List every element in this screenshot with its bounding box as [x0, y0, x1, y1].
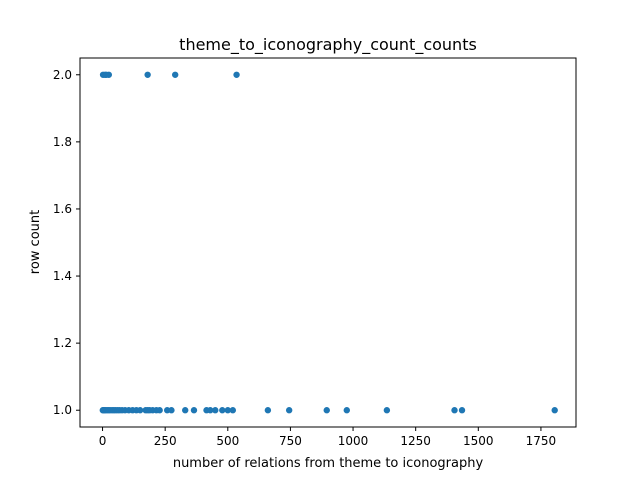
x-tick-label: 750	[279, 434, 302, 448]
y-tick-label: 1.4	[53, 269, 72, 283]
y-tick-label: 1.2	[53, 336, 72, 350]
x-axis-label: number of relations from theme to iconog…	[173, 456, 484, 471]
data-point	[323, 407, 330, 414]
data-point	[224, 407, 231, 414]
data-point	[451, 407, 458, 414]
data-point	[229, 407, 237, 414]
y-tick-label: 1.8	[53, 135, 72, 149]
y-tick-label: 1.6	[53, 202, 72, 216]
x-tick-label: 1750	[526, 434, 557, 448]
plot-frame	[79, 57, 577, 428]
x-tick-label: 250	[154, 434, 177, 448]
data-point	[343, 407, 350, 414]
data-point	[458, 407, 466, 414]
data-point	[551, 407, 558, 414]
data-point	[168, 407, 175, 414]
y-tick-label: 2.0	[53, 68, 72, 82]
data-point	[171, 71, 179, 78]
data-point	[383, 407, 391, 414]
data-point	[156, 407, 163, 414]
data-point	[212, 407, 219, 414]
data-point	[182, 407, 189, 414]
y-axis-label: row count	[28, 210, 43, 274]
data-point	[136, 407, 144, 414]
data-point	[190, 407, 198, 414]
data-point	[144, 71, 151, 78]
data-point	[264, 407, 272, 414]
y-tick-label: 1.0	[53, 403, 72, 417]
data-point	[105, 71, 113, 78]
x-tick-label: 1000	[338, 434, 369, 448]
data-point	[285, 407, 293, 414]
x-tick-label: 0	[99, 434, 107, 448]
data-point	[233, 71, 240, 78]
plot-points	[99, 71, 558, 414]
chart-title: theme_to_iconography_count_counts	[179, 35, 477, 55]
x-axis-ticks: 0 250 500 750 1000 1250 1500 1750	[99, 427, 556, 448]
x-tick-label: 1250	[400, 434, 431, 448]
y-axis-ticks: 1.0 1.2 1.4 1.6 1.8 2.0	[53, 68, 80, 417]
data-point	[207, 407, 214, 414]
x-tick-label: 1500	[463, 434, 494, 448]
data-point	[219, 407, 226, 414]
x-tick-label: 500	[216, 434, 239, 448]
